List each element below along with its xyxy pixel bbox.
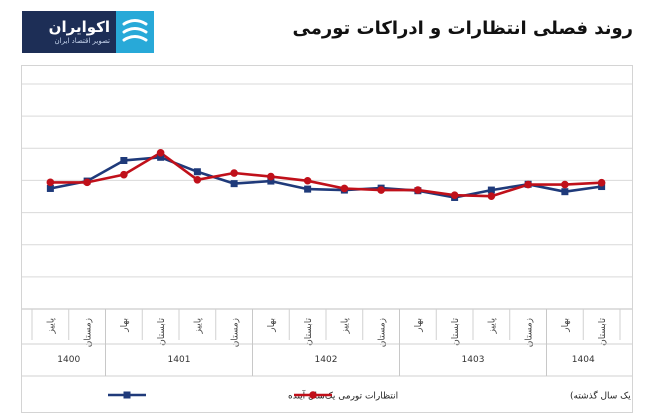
series-1-point bbox=[193, 168, 201, 176]
category-label: بهار bbox=[120, 318, 130, 333]
category-label: بهار bbox=[414, 318, 424, 333]
series-line-2 bbox=[50, 151, 602, 198]
line-chart: پاییز زمستان بهار تابستان پاییز زمستان بهار تاب… bbox=[22, 83, 651, 402]
category-label: تابستان bbox=[451, 318, 461, 346]
category-label: زمستان bbox=[83, 318, 93, 347]
chart-frame: پاییز زمستان بهار تابستان پاییز زمستان بهار تاب… bbox=[21, 65, 651, 413]
series-2-point bbox=[193, 175, 202, 184]
series-1-point bbox=[487, 186, 495, 194]
logo-mark-icon bbox=[116, 11, 154, 53]
category-label: تابستان bbox=[304, 318, 314, 346]
series-line-1 bbox=[50, 156, 602, 199]
series-1-point bbox=[120, 157, 128, 164]
year-label: 1402 bbox=[315, 355, 338, 365]
series-2-point bbox=[414, 186, 422, 194]
series-2-point bbox=[524, 180, 532, 189]
series-2-point bbox=[120, 170, 128, 179]
category-label: تابستان bbox=[598, 318, 608, 346]
category-label: تابستان bbox=[157, 318, 167, 346]
series-2-point bbox=[267, 172, 275, 181]
logo-text: اکوایران تصویر اقتصاد ایران bbox=[22, 18, 116, 46]
legend-label-2: ادراکات تورمی(تورم احساس شده در یک سال گ… bbox=[570, 390, 632, 402]
category-label: زمستان bbox=[230, 318, 240, 347]
series-2-point bbox=[46, 178, 55, 187]
year-label: 1404 bbox=[572, 355, 595, 365]
category-label: پاییز bbox=[194, 318, 204, 335]
series-2-point bbox=[340, 184, 349, 193]
logo-name: اکوایران bbox=[48, 18, 110, 36]
category-label: پاییز bbox=[47, 318, 57, 335]
series-2-point bbox=[377, 186, 385, 194]
legend-marker-1 bbox=[123, 391, 131, 399]
category-label: بهار bbox=[561, 318, 571, 333]
series-2-point bbox=[597, 178, 606, 187]
series-1-point bbox=[267, 177, 275, 185]
series-2-point bbox=[303, 176, 312, 185]
category-label: زمستان bbox=[524, 318, 534, 347]
series-2-point bbox=[156, 148, 165, 157]
series-1-point bbox=[230, 180, 238, 188]
series-1-point bbox=[561, 188, 569, 196]
series-2-point bbox=[230, 169, 238, 177]
brand-logo: اکوایران تصویر اقتصاد ایران bbox=[22, 11, 154, 53]
series-1-point bbox=[598, 183, 606, 191]
series-1-point bbox=[304, 185, 312, 193]
category-label: پاییز bbox=[488, 318, 498, 335]
series-2-point bbox=[487, 192, 496, 200]
series-1-point bbox=[157, 153, 165, 161]
series-2-point bbox=[83, 178, 91, 187]
category-label: زمستان bbox=[377, 318, 387, 347]
legend-marker-2 bbox=[309, 391, 317, 399]
year-label: 1403 bbox=[462, 355, 485, 365]
chart-title: روند فصلی انتظارات و ادراکات تورمی bbox=[292, 18, 633, 39]
logo-tagline: تصویر اقتصاد ایران bbox=[54, 37, 110, 45]
year-label: 1401 bbox=[168, 355, 191, 365]
series-2-point bbox=[561, 180, 569, 189]
category-label: بهار bbox=[267, 318, 277, 333]
category-label: پاییز bbox=[341, 318, 351, 335]
series-1-point bbox=[46, 184, 54, 192]
year-label: 1400 bbox=[57, 355, 80, 365]
series-2-point bbox=[450, 191, 459, 200]
